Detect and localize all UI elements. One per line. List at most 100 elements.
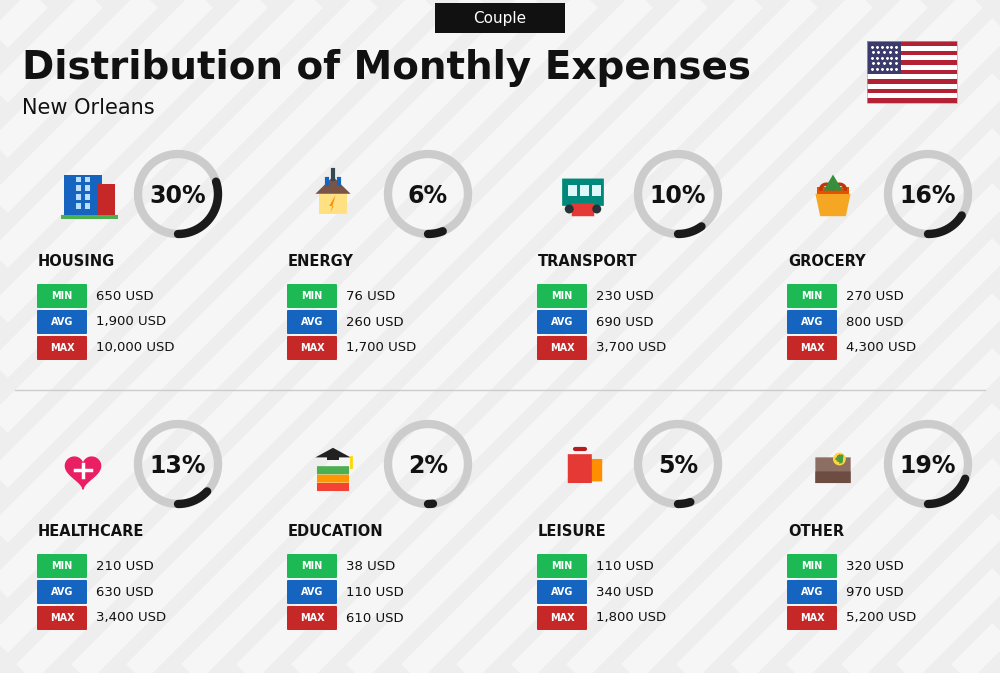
Bar <box>867 94 957 98</box>
Text: MAX: MAX <box>800 613 824 623</box>
Text: MAX: MAX <box>300 343 324 353</box>
Bar <box>867 41 957 103</box>
Text: Couple: Couple <box>473 11 527 26</box>
Bar <box>580 185 589 197</box>
Polygon shape <box>329 195 336 213</box>
Text: MIN: MIN <box>801 561 823 571</box>
FancyBboxPatch shape <box>537 310 587 334</box>
Text: 5,200 USD: 5,200 USD <box>846 612 916 625</box>
Polygon shape <box>315 176 351 194</box>
Text: 610 USD: 610 USD <box>346 612 404 625</box>
Text: GROCERY: GROCERY <box>788 254 866 269</box>
FancyBboxPatch shape <box>572 203 594 216</box>
Text: EDUCATION: EDUCATION <box>288 524 384 540</box>
Bar <box>592 185 601 197</box>
Polygon shape <box>815 194 851 216</box>
Text: 38 USD: 38 USD <box>346 559 395 573</box>
FancyBboxPatch shape <box>317 466 349 474</box>
FancyBboxPatch shape <box>787 284 837 308</box>
Text: MAX: MAX <box>300 613 324 623</box>
Text: AVG: AVG <box>301 587 323 597</box>
Bar <box>867 41 957 46</box>
Polygon shape <box>315 448 351 458</box>
Text: 30%: 30% <box>150 184 206 208</box>
FancyBboxPatch shape <box>317 474 349 483</box>
Text: 260 USD: 260 USD <box>346 316 404 328</box>
Bar <box>867 60 957 65</box>
Bar <box>64 174 102 219</box>
Text: 76 USD: 76 USD <box>346 289 395 302</box>
Circle shape <box>833 453 846 466</box>
FancyBboxPatch shape <box>287 554 337 578</box>
FancyBboxPatch shape <box>537 554 587 578</box>
FancyBboxPatch shape <box>287 336 337 360</box>
Bar <box>76 176 81 182</box>
FancyBboxPatch shape <box>37 554 87 578</box>
Text: 3,400 USD: 3,400 USD <box>96 612 166 625</box>
Text: MIN: MIN <box>801 291 823 301</box>
Text: MIN: MIN <box>51 561 73 571</box>
Text: 1,700 USD: 1,700 USD <box>346 341 416 355</box>
Bar <box>867 55 957 60</box>
Text: 3,700 USD: 3,700 USD <box>596 341 666 355</box>
Text: 16%: 16% <box>900 184 956 208</box>
Bar <box>867 65 957 69</box>
FancyBboxPatch shape <box>537 580 587 604</box>
Text: AVG: AVG <box>51 587 73 597</box>
FancyBboxPatch shape <box>787 554 837 578</box>
Text: OTHER: OTHER <box>788 524 844 540</box>
Bar <box>817 187 849 194</box>
Bar <box>85 194 90 200</box>
Text: MIN: MIN <box>551 291 573 301</box>
Bar <box>76 203 81 209</box>
Text: 10%: 10% <box>650 184 706 208</box>
FancyBboxPatch shape <box>815 472 851 483</box>
Text: AVG: AVG <box>801 317 823 327</box>
Bar <box>85 176 90 182</box>
Bar <box>867 84 957 89</box>
Text: MIN: MIN <box>51 291 73 301</box>
FancyBboxPatch shape <box>787 606 837 630</box>
Text: ENERGY: ENERGY <box>288 254 354 269</box>
Text: AVG: AVG <box>551 587 573 597</box>
Text: 320 USD: 320 USD <box>846 559 904 573</box>
Bar <box>867 79 957 84</box>
Text: MAX: MAX <box>800 343 824 353</box>
Text: MAX: MAX <box>50 343 74 353</box>
Text: 690 USD: 690 USD <box>596 316 654 328</box>
Bar <box>319 194 347 214</box>
FancyBboxPatch shape <box>537 606 587 630</box>
Bar <box>867 75 957 79</box>
Text: 13%: 13% <box>150 454 206 478</box>
Bar <box>85 186 90 191</box>
Text: 340 USD: 340 USD <box>596 586 654 598</box>
FancyBboxPatch shape <box>787 580 837 604</box>
Text: MIN: MIN <box>301 561 323 571</box>
Text: 210 USD: 210 USD <box>96 559 154 573</box>
Bar <box>867 69 957 75</box>
Text: AVG: AVG <box>301 317 323 327</box>
Text: 110 USD: 110 USD <box>596 559 654 573</box>
Text: $: $ <box>836 454 843 464</box>
Text: AVG: AVG <box>51 317 73 327</box>
Text: AVG: AVG <box>801 587 823 597</box>
Bar <box>568 185 577 197</box>
Bar <box>76 194 81 200</box>
FancyBboxPatch shape <box>287 310 337 334</box>
Text: MAX: MAX <box>550 613 574 623</box>
Text: 1,800 USD: 1,800 USD <box>596 612 666 625</box>
Bar <box>85 203 90 209</box>
Text: MAX: MAX <box>550 343 574 353</box>
FancyBboxPatch shape <box>287 284 337 308</box>
Text: 270 USD: 270 USD <box>846 289 904 302</box>
FancyBboxPatch shape <box>815 458 851 483</box>
FancyBboxPatch shape <box>287 580 337 604</box>
Text: Distribution of Monthly Expenses: Distribution of Monthly Expenses <box>22 49 751 87</box>
Text: 650 USD: 650 USD <box>96 289 154 302</box>
Bar <box>867 50 957 55</box>
Bar <box>867 89 957 94</box>
FancyBboxPatch shape <box>787 310 837 334</box>
Text: HEALTHCARE: HEALTHCARE <box>38 524 144 540</box>
Text: MIN: MIN <box>301 291 323 301</box>
Text: 19%: 19% <box>900 454 956 478</box>
